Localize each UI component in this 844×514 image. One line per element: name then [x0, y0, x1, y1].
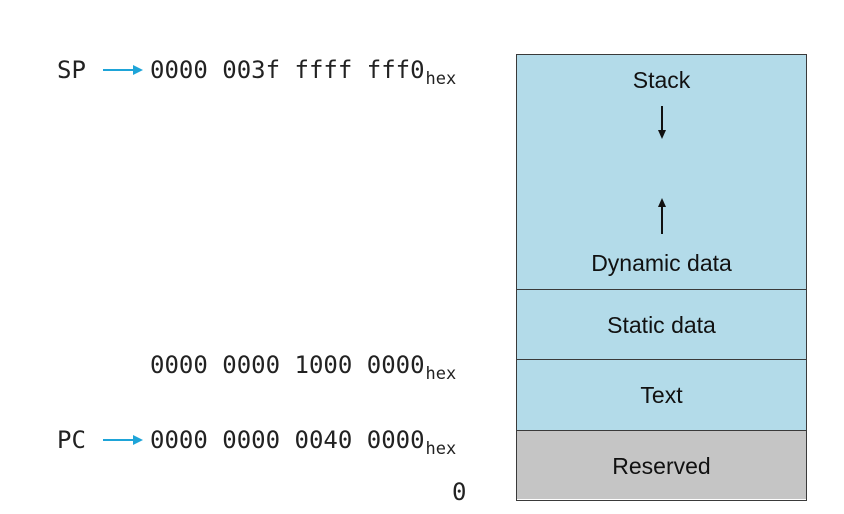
hex-suffix: hex: [425, 69, 457, 89]
hex-suffix: hex: [425, 439, 457, 459]
heap-growth-up-arrow-icon: [658, 198, 666, 207]
static-data-segment: Static data: [517, 290, 806, 360]
hex-suffix: hex: [425, 364, 457, 384]
zero-address: 0: [452, 478, 467, 506]
pc-label: PC: [57, 426, 86, 454]
sp-label: SP: [57, 56, 86, 84]
text-start-address-value: 0000 0000 0040 0000: [150, 426, 425, 454]
stack-top-address-value: 0000 003f ffff fff0: [150, 56, 425, 84]
stack-growth-down-arrow-icon: [658, 130, 666, 139]
reserved-label: Reserved: [612, 453, 711, 479]
static-start-address: 0000 0000 1000 0000hex: [150, 353, 456, 383]
dynamic-data-label: Dynamic data: [591, 250, 732, 276]
stack-dynamic-segment: Stack Dynamic data: [517, 55, 806, 290]
heap-growth-arrow-line: [661, 206, 663, 234]
stack-growth-arrow-line: [661, 106, 663, 132]
static-data-label: Static data: [607, 312, 716, 338]
text-start-address: 0000 0000 0040 0000hex: [150, 428, 456, 458]
text-segment: Text: [517, 360, 806, 431]
stack-label: Stack: [632, 67, 691, 93]
text-label: Text: [640, 382, 683, 408]
stack-top-address: 0000 003f ffff fff0hex: [150, 58, 456, 88]
static-start-address-value: 0000 0000 1000 0000: [150, 351, 425, 379]
reserved-segment: Reserved: [517, 431, 806, 499]
memory-layout: Stack Dynamic data Static data Text Rese…: [516, 54, 807, 501]
